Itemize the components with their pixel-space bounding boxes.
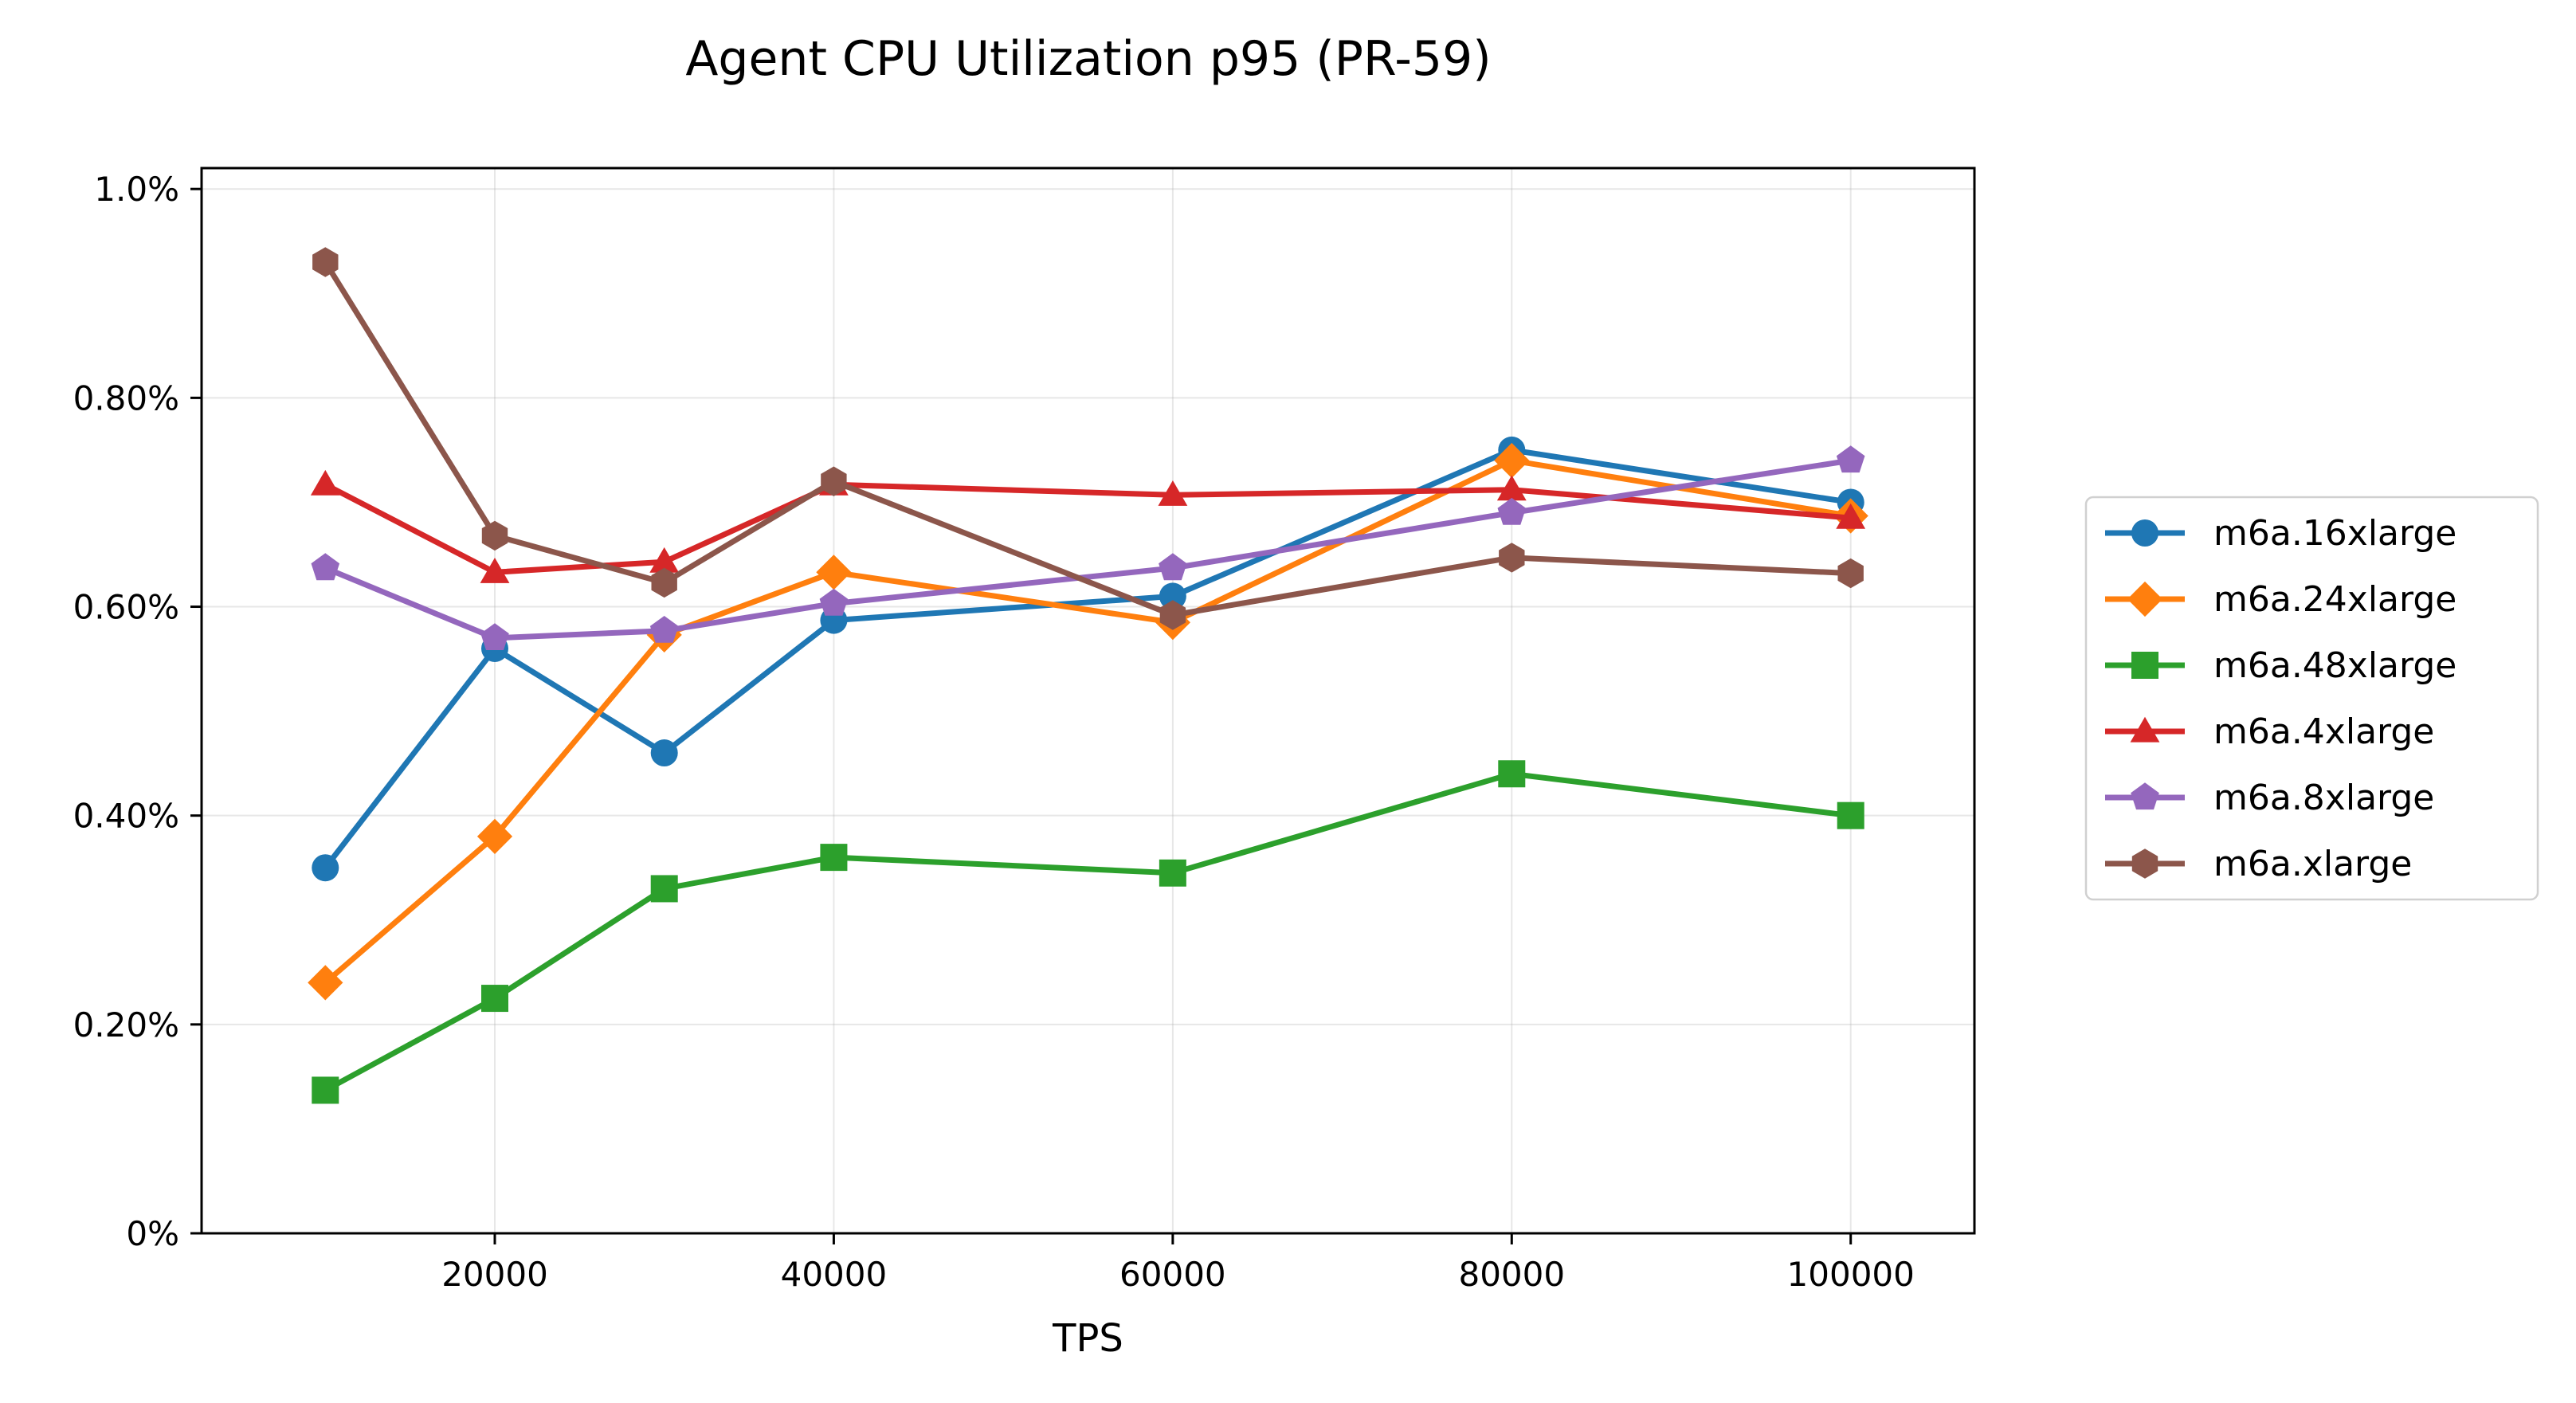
x-tick-label: 20000 [441, 1255, 548, 1294]
data-point [1499, 543, 1525, 573]
data-point [1159, 582, 1186, 610]
data-point [649, 616, 679, 643]
series-m6a.48xlarge [312, 760, 1864, 1104]
grid [202, 168, 1974, 1234]
legend-marker [2131, 848, 2158, 879]
y-tick-label: 0.60% [73, 588, 179, 627]
data-point [308, 965, 343, 1001]
legend-box [2084, 496, 2539, 901]
legend-label: m6a.24xlarge [2213, 579, 2456, 620]
legend-label: m6a.16xlarge [2213, 513, 2456, 554]
y-tick-label: 0.20% [73, 1005, 179, 1044]
chart-title: Agent CPU Utilization p95 (PR-59) [685, 31, 1491, 87]
data-point [312, 854, 339, 882]
data-point [819, 588, 849, 616]
legend-item: m6a.xlarge [2105, 844, 2412, 884]
data-point [820, 844, 848, 872]
x-tick-label: 100000 [1787, 1255, 1915, 1294]
data-point [1837, 801, 1864, 829]
x-tick-label: 40000 [781, 1255, 888, 1294]
legend-label: m6a.48xlarge [2213, 645, 2456, 686]
legend-item: m6a.24xlarge [2105, 579, 2456, 620]
legend-item: m6a.4xlarge [2105, 711, 2434, 752]
series-layer [308, 247, 1868, 1104]
data-point [311, 553, 340, 581]
data-point [1837, 558, 1864, 589]
data-point [1836, 503, 1866, 529]
y-tick-label: 1.0% [94, 170, 179, 209]
legend-marker [2131, 782, 2159, 810]
x-axis-title: TPS [1052, 1316, 1123, 1361]
y-tick-label: 0.80% [73, 378, 179, 417]
legend-item: m6a.16xlarge [2105, 513, 2456, 554]
data-point [1496, 475, 1527, 501]
data-point [480, 985, 508, 1013]
y-tick-label: 0.40% [73, 797, 179, 836]
data-point [821, 466, 847, 496]
series-m6a.8xlarge [311, 445, 1865, 650]
data-point [650, 875, 678, 903]
series-m6a.xlarge [312, 247, 1864, 630]
legend-label: m6a.8xlarge [2213, 778, 2434, 818]
data-point [1836, 445, 1865, 473]
data-point [816, 555, 852, 590]
data-point [312, 247, 339, 277]
legend-label: m6a.xlarge [2213, 844, 2412, 884]
legend-item: m6a.48xlarge [2105, 645, 2456, 686]
data-point [310, 469, 340, 496]
y-tick-label: 0% [126, 1214, 179, 1253]
axes: 20000 40000 60000 80000 100000 0% 0.20% 0.40% 0.… [73, 170, 1915, 1294]
data-point [651, 567, 677, 598]
plot-frame [200, 167, 1976, 1235]
data-point [1159, 600, 1186, 630]
data-point [481, 520, 508, 551]
data-point [480, 623, 509, 650]
data-point [480, 558, 510, 583]
legend-marker [2127, 581, 2163, 617]
legend: m6a.16xlarge m6a.24xlarge m6a.48xlarge m6a.… [2084, 496, 2539, 901]
data-point [476, 818, 513, 854]
x-tick-label: 80000 [1458, 1255, 1565, 1294]
data-point [1158, 480, 1188, 506]
legend-marker [2130, 716, 2160, 743]
legend-marker [2131, 652, 2158, 679]
data-point [312, 1076, 339, 1104]
legend-label: m6a.4xlarge [2213, 711, 2434, 752]
data-point [1498, 760, 1526, 788]
data-point [649, 547, 680, 573]
data-point [1494, 442, 1530, 479]
data-point [650, 739, 678, 767]
data-point [1497, 497, 1527, 525]
x-tick-label: 60000 [1119, 1255, 1226, 1294]
legend-item: m6a.8xlarge [2105, 778, 2434, 818]
data-point [1159, 859, 1186, 887]
data-point [1159, 553, 1187, 581]
legend-marker [2131, 519, 2158, 547]
